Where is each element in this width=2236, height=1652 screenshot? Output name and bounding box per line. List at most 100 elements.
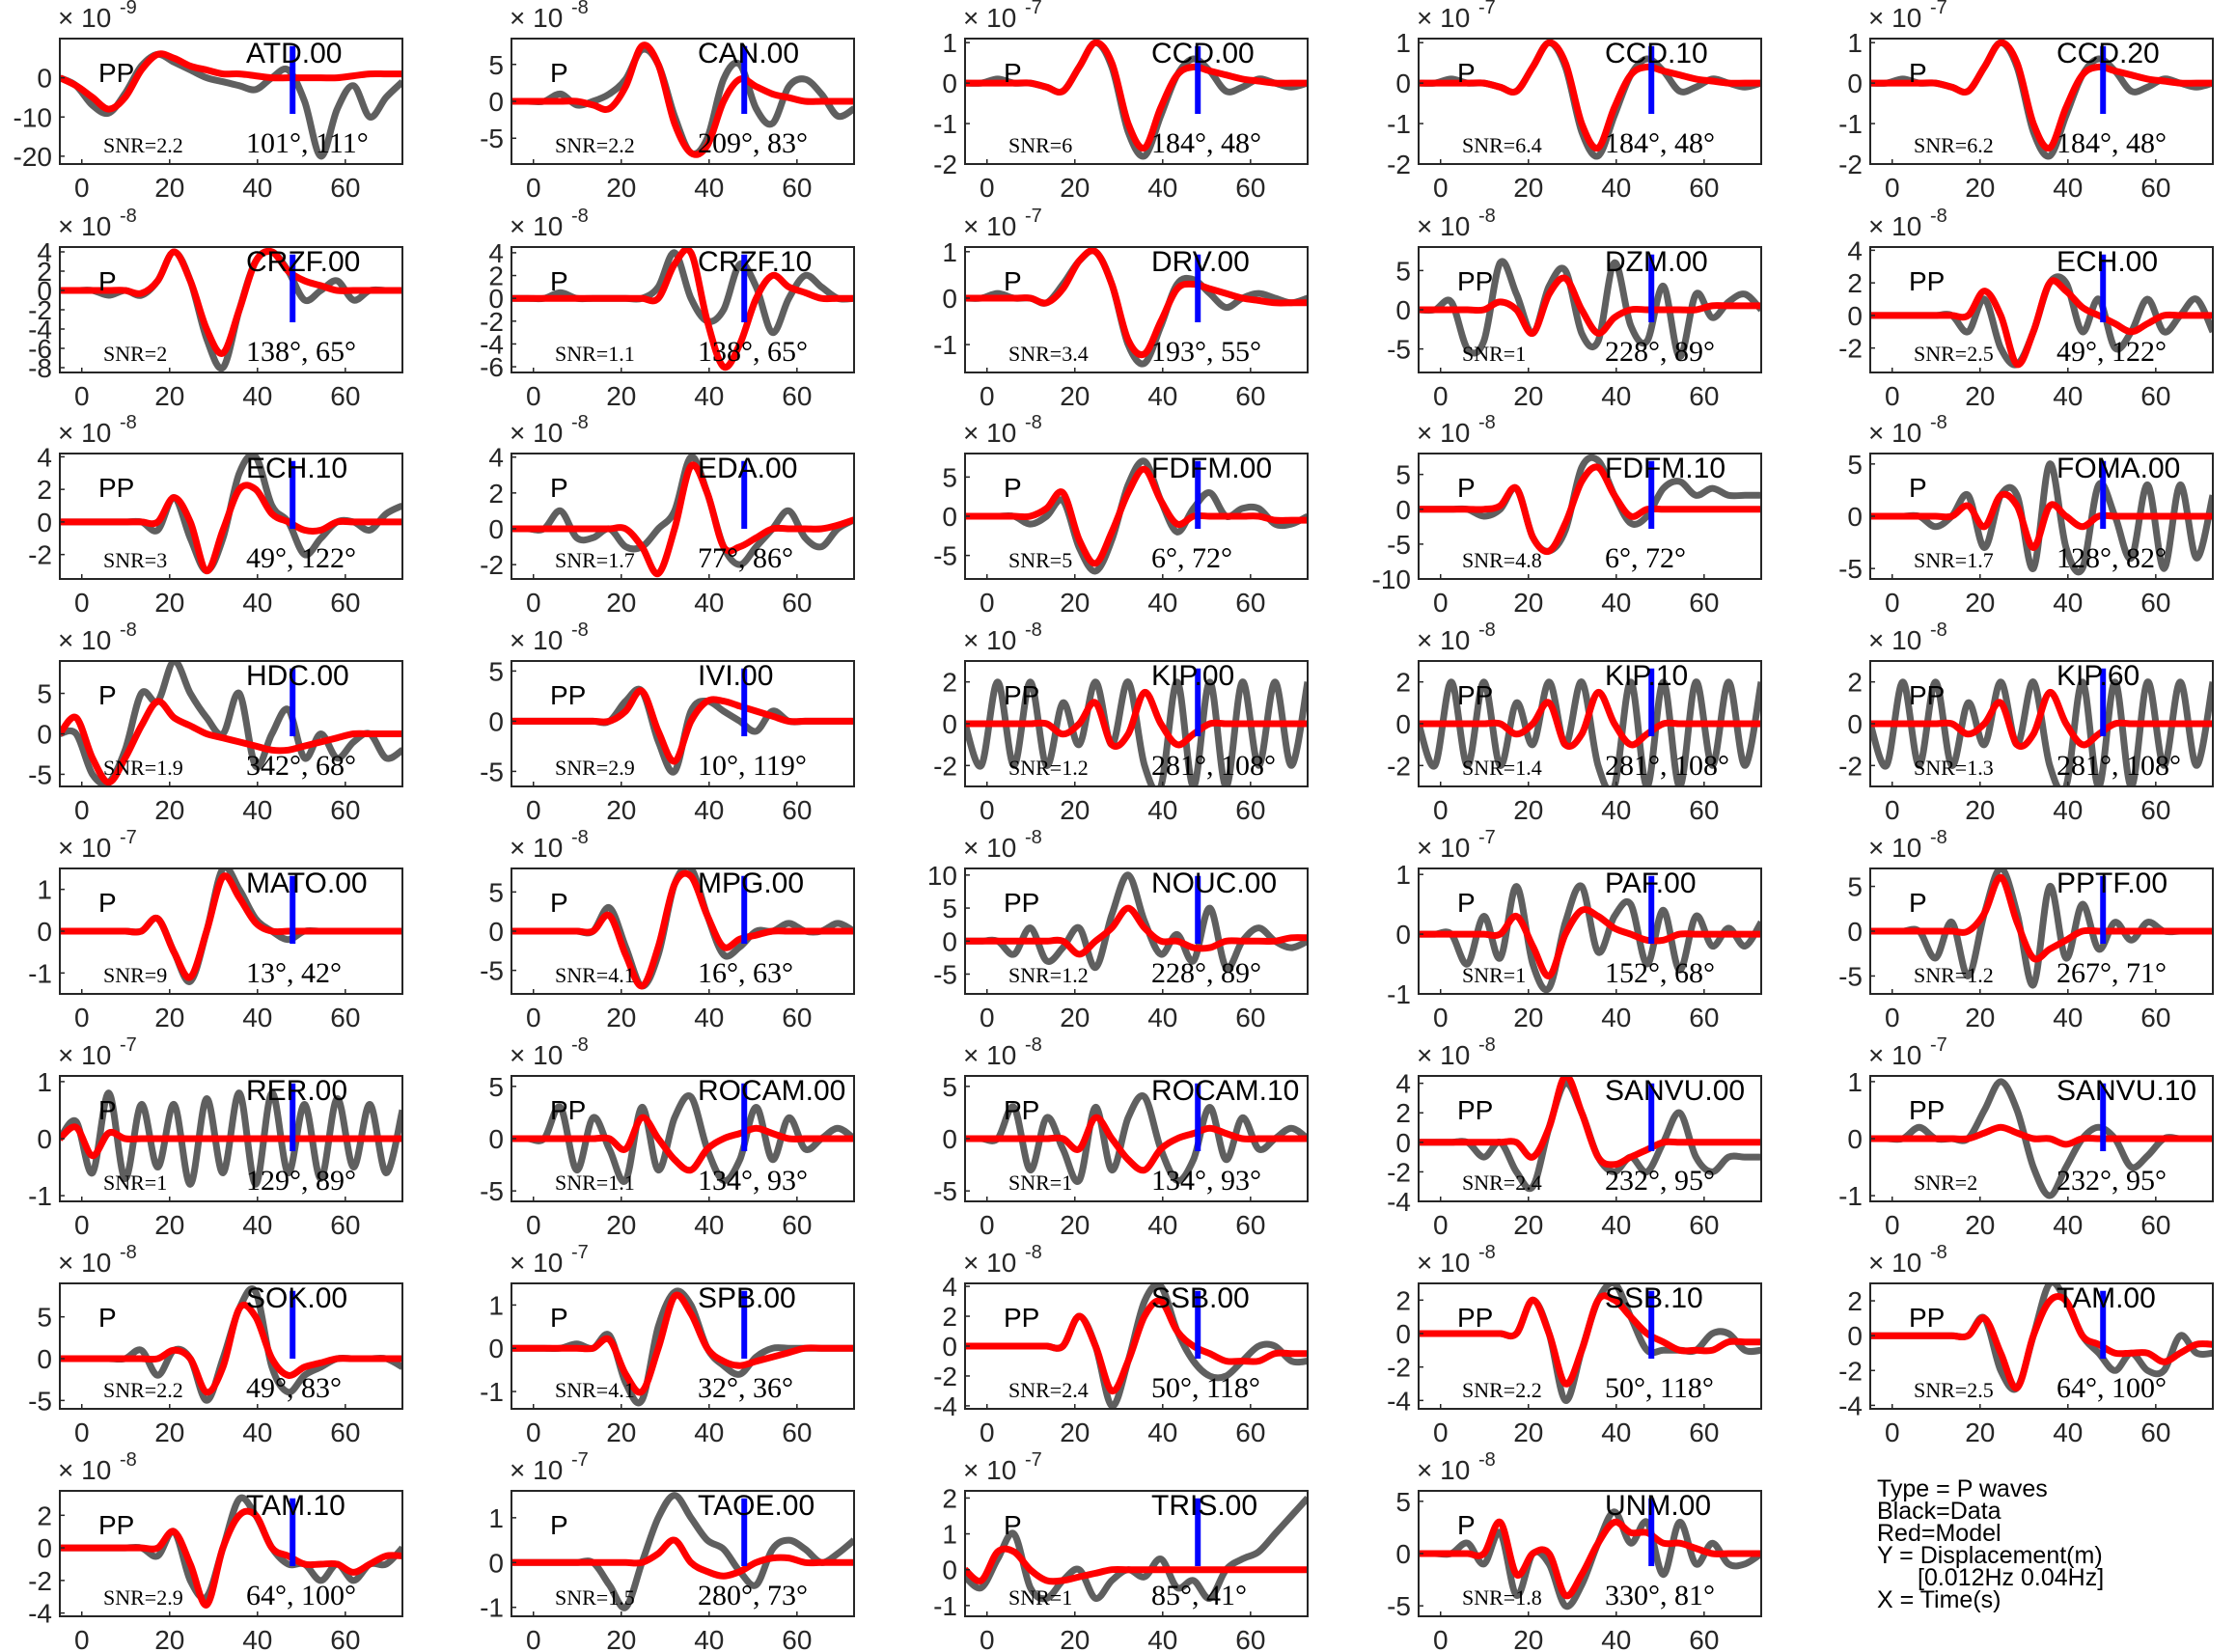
angles-label: 50°, 118° xyxy=(1151,1372,1260,1404)
data-trace xyxy=(511,1092,854,1185)
data-trace xyxy=(965,457,1308,575)
model-trace xyxy=(1419,1518,1761,1600)
y-tick-label: 0 xyxy=(1847,502,1863,532)
y-tick-label: 1 xyxy=(1395,28,1411,58)
angles-label: 13°, 42° xyxy=(246,957,342,989)
x-tick-label: 20 xyxy=(1513,1003,1543,1032)
y-exponent-power: -8 xyxy=(120,206,137,227)
snr-label: SNR=2 xyxy=(1914,1170,1977,1195)
y-exponent-label: × 10 xyxy=(963,1040,1016,1070)
y-tick-label: 5 xyxy=(37,1303,52,1333)
angles-label: 209°, 83° xyxy=(698,127,808,159)
station-panel: 0 20 40 60 -2 -1 0 1× 10 -7 P CCD.10 SNR=6.4 184°, 4… xyxy=(1387,0,1762,203)
y-tick-label: 0 xyxy=(942,502,957,532)
station-label: TAM.00 xyxy=(2057,1282,2156,1314)
y-tick-label: -2 xyxy=(28,540,52,570)
snr-label: SNR=6.2 xyxy=(1914,133,1994,157)
x-tick-label: 0 xyxy=(980,1418,995,1447)
station-panel: 0 20 40 60 -2 0 24× 10 -8 PP ECH.10 SNR=3 49°, 122° xyxy=(28,412,403,618)
y-tick-label: 2 xyxy=(37,257,52,287)
y-tick-label: -1 xyxy=(1838,109,1863,139)
y-exponent-label: × 10 xyxy=(58,1040,111,1070)
station-panel: 0 20 40 60 -5 0 5× 10 -8 P UNM.00 SNR=1.8 330°, 81° xyxy=(1387,1449,1762,1652)
model-trace xyxy=(511,461,854,577)
x-tick-label: 20 xyxy=(606,1003,636,1032)
y-tick-label: 0 xyxy=(1395,1128,1411,1158)
y-exponent-power: -8 xyxy=(1025,1242,1042,1263)
angles-label: 193°, 55° xyxy=(1151,336,1261,368)
y-tick-label: 4 xyxy=(1395,1069,1411,1099)
x-tick-label: 20 xyxy=(606,1625,636,1652)
model-trace xyxy=(60,50,402,113)
angles-label: 228°, 89° xyxy=(1151,957,1261,989)
figure-legend: Type = P waves Black=Data Red=Model Y = … xyxy=(1877,1477,2224,1612)
trace-group xyxy=(1419,39,1761,160)
model-trace xyxy=(965,904,1308,958)
x-tick-label: 60 xyxy=(2140,1210,2170,1240)
data-trace xyxy=(1870,678,2213,786)
angles-label: 232°, 95° xyxy=(1605,1165,1715,1197)
x-tick-label: 20 xyxy=(606,173,636,203)
station-panel: 0 20 40 60 -10 -5 0 5× 10 -8 P FDFM.10 SNR=4.8 6°, 7… xyxy=(1372,412,1762,618)
model-trace xyxy=(60,872,402,981)
x-tick-label: 40 xyxy=(2053,588,2083,618)
x-tick-label: 40 xyxy=(694,1210,724,1240)
x-tick-label: 60 xyxy=(1235,1418,1265,1447)
x-tick-label: 0 xyxy=(980,1003,995,1032)
trace-group xyxy=(60,1494,402,1609)
y-exponent-power: -8 xyxy=(1478,412,1496,433)
y-tick-label: -5 xyxy=(1838,554,1863,584)
angles-label: 49°, 122° xyxy=(2057,336,2167,368)
station-label: DRV.00 xyxy=(1151,246,1250,278)
snr-label: SNR=3 xyxy=(103,548,167,572)
angles-label: 342°, 68° xyxy=(246,750,356,782)
x-tick-label: 40 xyxy=(694,381,724,411)
y-exponent-label: × 10 xyxy=(963,833,1016,863)
x-tick-label: 40 xyxy=(1147,1003,1177,1032)
phase-label: PP xyxy=(550,680,586,710)
y-exponent-power: -7 xyxy=(1025,0,1042,18)
phase-label: P xyxy=(1004,266,1022,296)
y-exponent-label: × 10 xyxy=(510,211,563,241)
station-panel: 0 20 40 60 -5 0 5× 10 -8 P CAN.00 SNR=2.2 209°, 83° xyxy=(480,0,855,203)
y-tick-label: -2 xyxy=(28,295,52,325)
x-tick-label: 0 xyxy=(1885,795,1900,825)
x-tick-label: 60 xyxy=(1689,795,1719,825)
y-exponent-label: × 10 xyxy=(1868,1248,1921,1278)
model-trace xyxy=(511,1536,854,1580)
angles-label: 10°, 119° xyxy=(698,750,807,782)
snr-label: SNR=1 xyxy=(1462,342,1526,366)
x-tick-label: 0 xyxy=(74,588,90,618)
station-label: FDFM.10 xyxy=(1605,453,1725,484)
model-trace xyxy=(965,39,1308,151)
x-tick-label: 0 xyxy=(980,173,995,203)
station-panel: 0 20 40 60 -20 -10 0 × 10 -9 PP ATD.00 SNR=2.2 101°,… xyxy=(14,0,403,203)
y-tick-label: -4 xyxy=(1387,1187,1411,1217)
snr-label: SNR=1.1 xyxy=(555,1170,635,1195)
trace-group xyxy=(1419,258,1761,361)
x-tick-label: 20 xyxy=(1060,1625,1090,1652)
x-tick-label: 0 xyxy=(526,173,541,203)
y-tick-label: 0 xyxy=(942,69,957,98)
model-trace xyxy=(511,1114,854,1174)
y-tick-label: 5 xyxy=(37,679,52,709)
y-tick-label: -4 xyxy=(1387,1386,1411,1416)
station-panel: 0 20 40 60 -2 0 2× 10 -8 PP KIP.60 SNR=1.3 281°, 10… xyxy=(1838,620,2214,825)
y-tick-label: -2 xyxy=(933,751,957,781)
phase-label: PP xyxy=(1909,266,1945,296)
x-tick-label: 20 xyxy=(154,381,184,411)
trace-group xyxy=(1870,1078,2213,1199)
y-tick-label: -10 xyxy=(14,102,52,132)
y-tick-label: -2 xyxy=(480,550,504,580)
y-exponent-power: -8 xyxy=(1025,1034,1042,1056)
y-tick-label: 0 xyxy=(1395,495,1411,525)
x-tick-label: 0 xyxy=(1885,173,1900,203)
y-tick-label: -2 xyxy=(480,307,504,337)
y-tick-label: -6 xyxy=(28,334,52,364)
y-tick-label: 0 xyxy=(1847,709,1863,739)
station-label: CAN.00 xyxy=(698,38,799,69)
y-exponent-label: × 10 xyxy=(1417,3,1470,33)
x-tick-label: 0 xyxy=(980,1625,995,1652)
angles-label: 281°, 108° xyxy=(2057,750,2181,782)
